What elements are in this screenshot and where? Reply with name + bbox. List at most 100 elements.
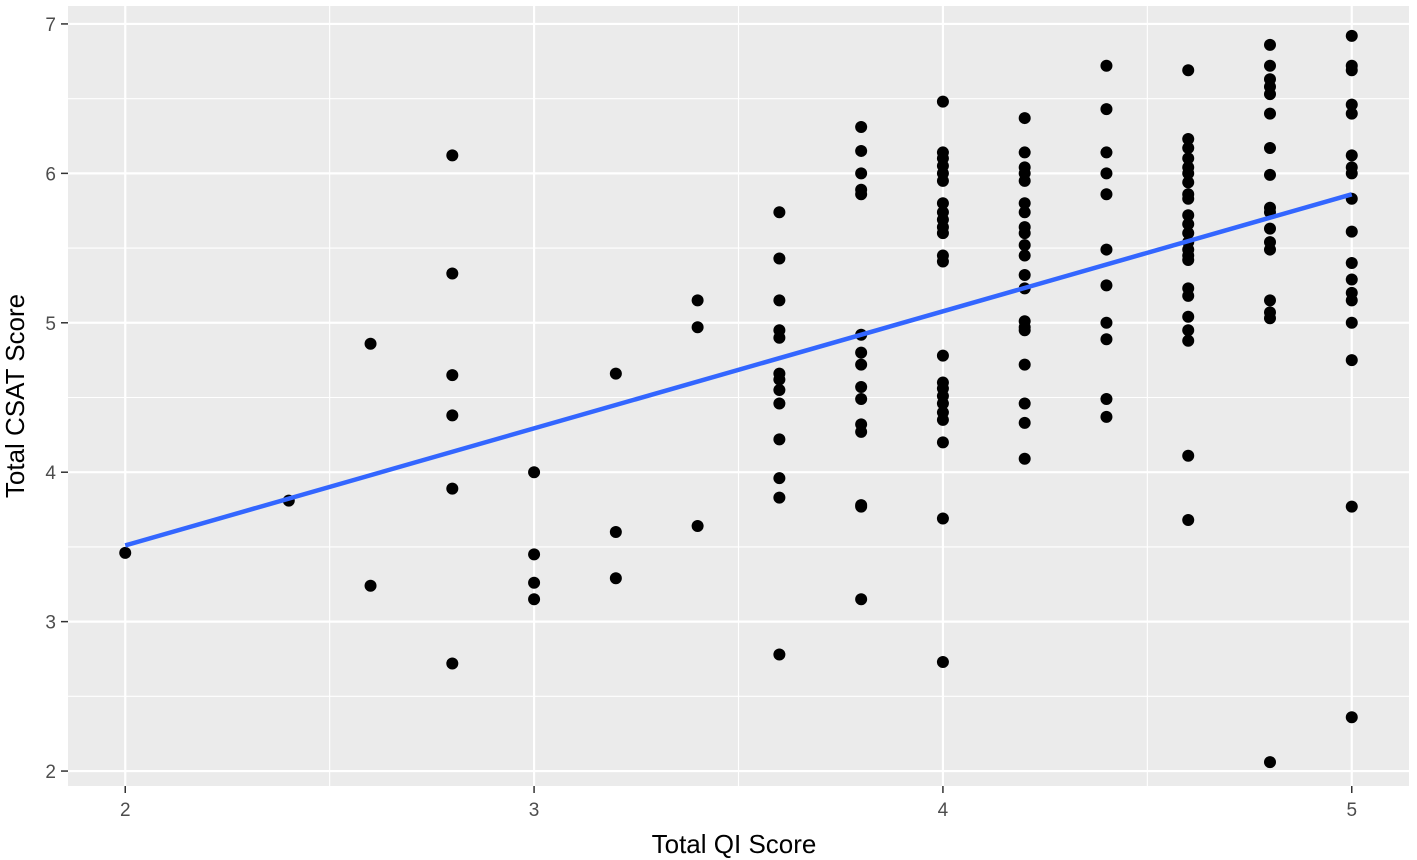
data-point — [1345, 107, 1358, 120]
data-point — [1182, 289, 1195, 302]
y-tick-label: 2 — [45, 762, 56, 783]
data-point — [691, 294, 704, 307]
data-point — [773, 252, 786, 265]
data-point — [1345, 98, 1358, 111]
x-tick-label: 5 — [1346, 800, 1357, 821]
data-point — [936, 512, 949, 525]
data-point — [1182, 176, 1195, 189]
data-point — [446, 149, 459, 162]
data-point — [1263, 141, 1276, 154]
y-tick-label: 3 — [45, 613, 56, 634]
trend-line-layer — [124, 192, 1353, 548]
data-point — [1182, 227, 1195, 240]
data-point — [1345, 711, 1358, 724]
data-point — [1345, 64, 1358, 77]
data-point — [855, 346, 868, 359]
data-point — [1345, 149, 1358, 162]
data-point — [1182, 449, 1195, 462]
y-tick-label: 7 — [45, 15, 56, 36]
x-tick-label: 3 — [529, 800, 540, 821]
y-tick-label: 4 — [45, 463, 56, 484]
data-point — [609, 572, 622, 585]
data-point — [1100, 188, 1113, 201]
data-point — [446, 409, 459, 422]
data-point — [1182, 254, 1195, 267]
data-point — [1100, 167, 1113, 180]
data-point — [1018, 397, 1031, 410]
data-point — [364, 337, 377, 350]
data-point — [1100, 59, 1113, 72]
data-point — [528, 548, 541, 561]
data-point — [1100, 146, 1113, 159]
data-point — [936, 174, 949, 187]
data-point — [1018, 197, 1031, 210]
data-point — [1018, 416, 1031, 429]
data-point — [1182, 209, 1195, 222]
data-point — [855, 392, 868, 405]
data-point — [446, 657, 459, 670]
data-point — [773, 206, 786, 219]
data-point — [1018, 206, 1031, 219]
data-point — [855, 358, 868, 371]
data-point — [364, 579, 377, 592]
data-point — [936, 95, 949, 108]
data-point — [855, 188, 868, 201]
data-point — [936, 436, 949, 449]
data-point — [691, 520, 704, 532]
axes: 2 3 4 5 2 3 4 5 6 7 — [45, 15, 1357, 821]
data-point — [1263, 38, 1276, 51]
data-point — [1345, 273, 1358, 286]
data-point — [1182, 64, 1195, 77]
data-point — [1100, 333, 1113, 346]
x-tick-label: 4 — [938, 800, 949, 821]
data-point — [1345, 500, 1358, 513]
data-point — [773, 648, 786, 661]
data-point — [446, 267, 459, 280]
data-point — [1263, 756, 1276, 769]
data-point — [936, 397, 949, 410]
y-axis-title: Total CSAT Score — [0, 294, 30, 498]
data-point — [691, 321, 704, 334]
data-point — [1100, 392, 1113, 405]
data-point — [1345, 354, 1358, 367]
data-point — [1345, 294, 1358, 307]
data-point — [528, 593, 541, 606]
data-point — [1018, 239, 1031, 252]
data-point — [1182, 167, 1195, 180]
data-point — [1263, 294, 1276, 307]
y-tick-label: 5 — [45, 314, 56, 335]
data-point — [1345, 29, 1358, 42]
data-point — [1263, 312, 1276, 325]
data-point — [1263, 222, 1276, 235]
data-point — [1100, 243, 1113, 256]
data-point — [1018, 146, 1031, 159]
data-point — [528, 576, 541, 589]
data-point — [1182, 310, 1195, 323]
data-point — [1018, 174, 1031, 187]
data-point — [1345, 225, 1358, 238]
data-point — [1182, 141, 1195, 154]
data-point — [773, 491, 786, 504]
data-point — [773, 373, 786, 386]
x-axis-title: Total QI Score — [652, 829, 817, 859]
data-point — [936, 413, 949, 426]
data-point — [855, 121, 868, 134]
data-point — [1263, 243, 1276, 256]
y-tick-label: 6 — [45, 164, 56, 185]
data-point — [1018, 249, 1031, 262]
data-point — [1182, 514, 1195, 527]
data-point — [1345, 257, 1358, 270]
data-point — [1182, 152, 1195, 165]
trend-line — [124, 192, 1353, 548]
data-point — [1182, 218, 1195, 231]
data-point — [773, 384, 786, 397]
data-point — [936, 255, 949, 268]
data-point — [773, 294, 786, 307]
data-point — [528, 466, 541, 479]
data-point — [1018, 268, 1031, 281]
data-point — [773, 397, 786, 410]
data-point — [1263, 107, 1276, 120]
data-point — [1345, 167, 1358, 180]
data-point — [1100, 410, 1113, 423]
